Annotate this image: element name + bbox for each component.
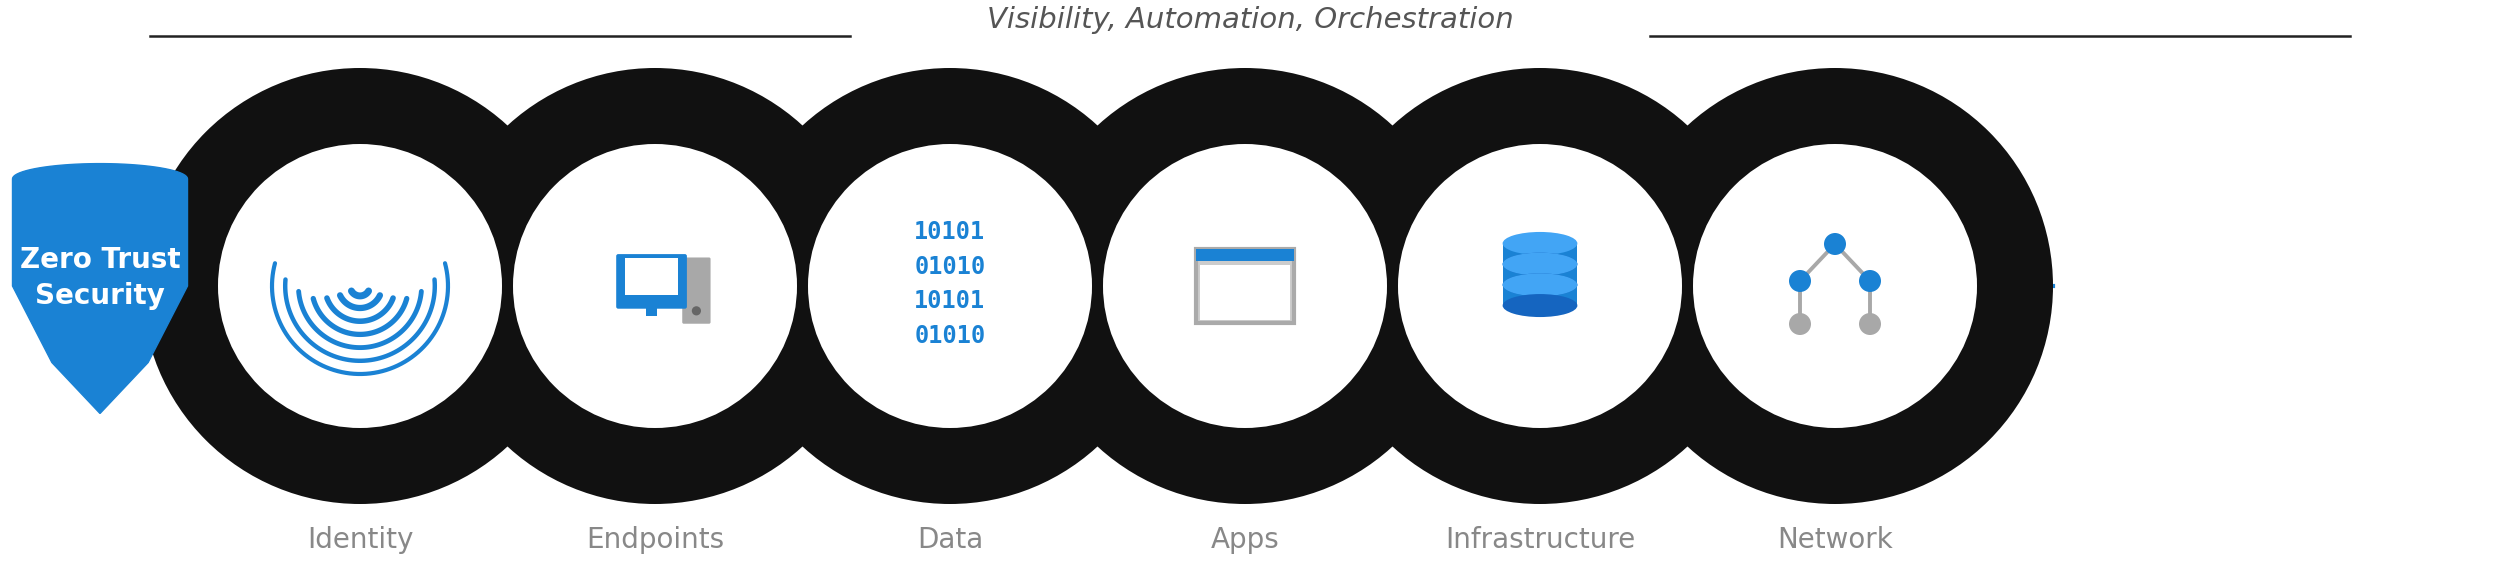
Bar — [624, 259, 677, 295]
Circle shape — [142, 68, 577, 504]
Text: 10101
01010
10101
01010: 10101 01010 10101 01010 — [914, 220, 987, 348]
Ellipse shape — [1504, 274, 1576, 296]
Ellipse shape — [1504, 232, 1576, 255]
Text: Endpoints: Endpoints — [587, 526, 724, 554]
Bar — [1504, 285, 1576, 305]
Text: Network: Network — [1776, 526, 1893, 554]
Circle shape — [1694, 144, 1976, 428]
Text: Infrastructure: Infrastructure — [1444, 526, 1636, 554]
Text: Zero Trust
Security: Zero Trust Security — [20, 246, 180, 311]
Ellipse shape — [1504, 274, 1576, 296]
Text: Apps: Apps — [1212, 526, 1279, 554]
Text: Data: Data — [917, 526, 984, 554]
Circle shape — [1321, 68, 1759, 504]
Polygon shape — [12, 164, 187, 413]
Circle shape — [437, 68, 872, 504]
Circle shape — [512, 144, 797, 428]
Circle shape — [1859, 270, 1881, 292]
Circle shape — [1027, 68, 1464, 504]
FancyBboxPatch shape — [682, 258, 709, 324]
Ellipse shape — [1504, 252, 1576, 276]
Circle shape — [1616, 68, 2053, 504]
Ellipse shape — [1504, 252, 1576, 276]
Circle shape — [1104, 144, 1386, 428]
Circle shape — [1859, 313, 1881, 335]
Circle shape — [1399, 144, 1681, 428]
FancyBboxPatch shape — [617, 254, 687, 309]
Text: Visibility, Automation, Orchestration: Visibility, Automation, Orchestration — [987, 6, 1514, 34]
Bar — [647, 307, 657, 316]
Circle shape — [807, 144, 1092, 428]
Bar — [1197, 248, 1294, 262]
FancyBboxPatch shape — [1197, 248, 1294, 323]
Circle shape — [692, 306, 702, 315]
Circle shape — [217, 144, 502, 428]
Circle shape — [1789, 270, 1811, 292]
Bar — [1504, 243, 1576, 264]
Circle shape — [1824, 233, 1846, 255]
Text: Identity: Identity — [307, 526, 412, 554]
Bar — [1199, 265, 1291, 320]
Circle shape — [732, 68, 1169, 504]
Bar — [1504, 264, 1576, 285]
Circle shape — [1789, 313, 1811, 335]
Ellipse shape — [1504, 294, 1576, 317]
